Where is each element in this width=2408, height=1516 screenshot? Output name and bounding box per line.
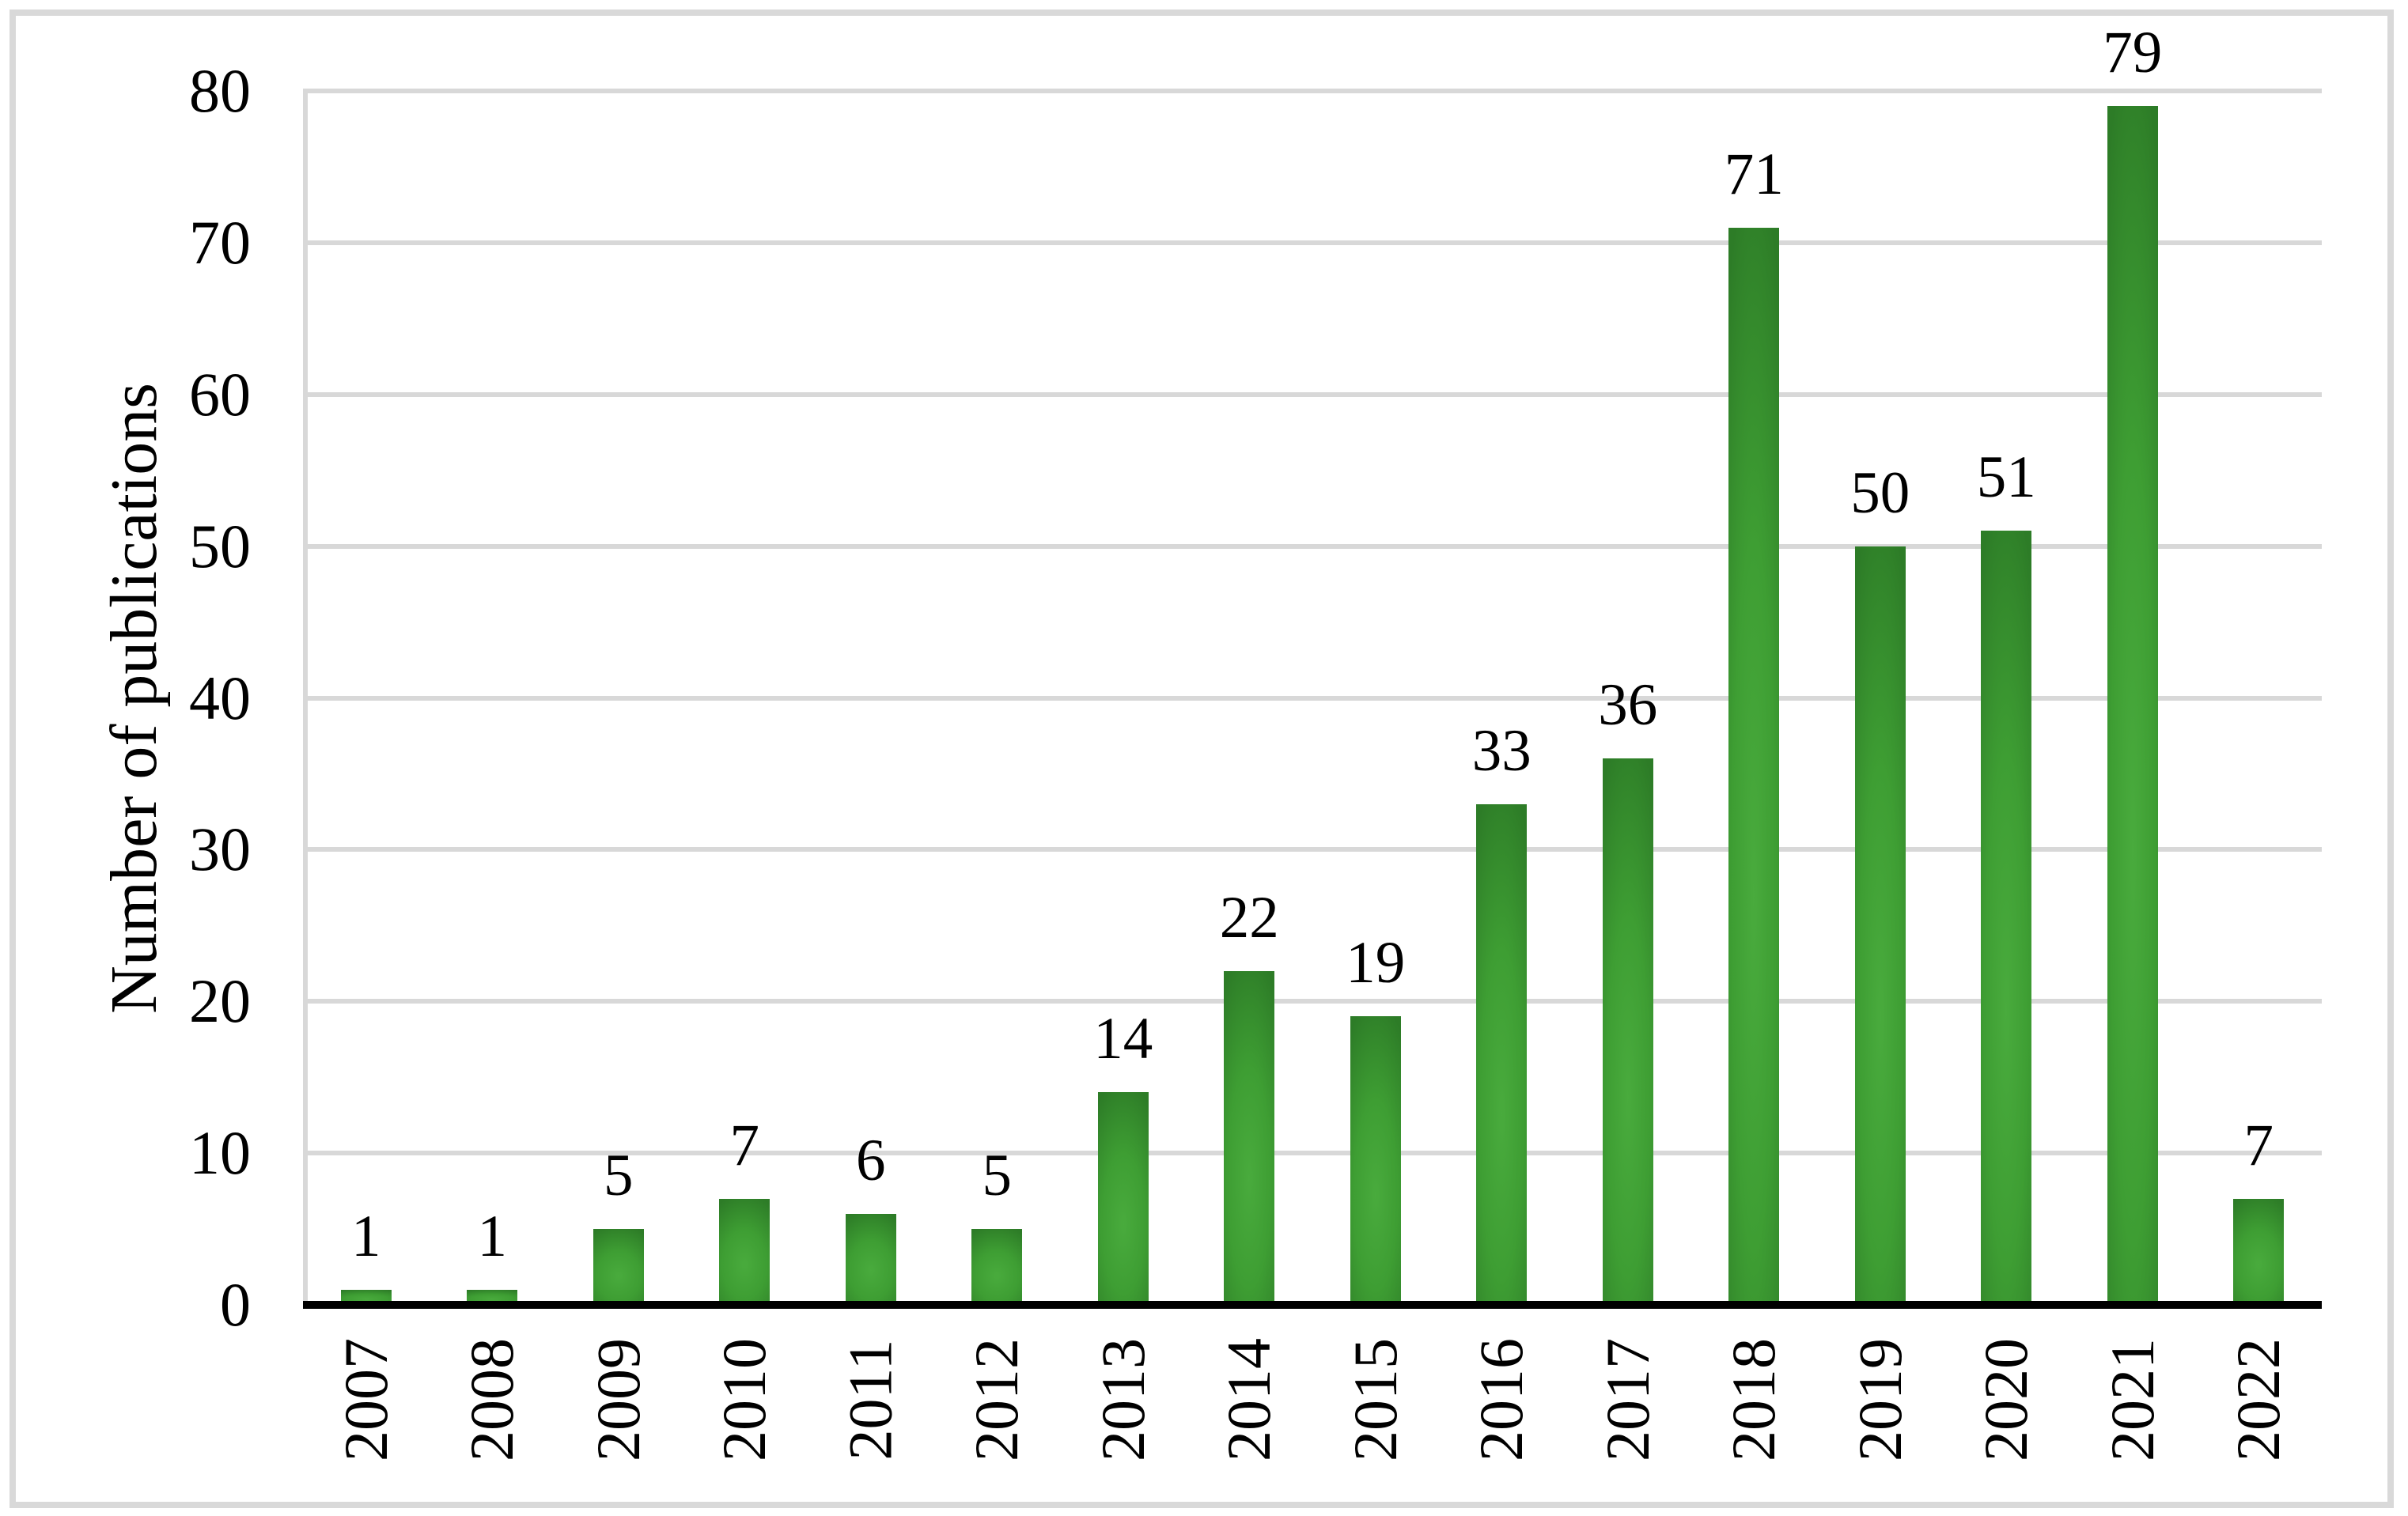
bar	[2233, 1198, 2285, 1305]
y-axis-line	[303, 91, 308, 1305]
x-tick-label-text: 2022	[2224, 1338, 2293, 1461]
x-tick-label: 2016	[1467, 1338, 1536, 1461]
y-tick-label: 10	[189, 1118, 251, 1188]
gridline	[303, 695, 2322, 701]
bar-data-label: 33	[1471, 717, 1532, 784]
bar	[1981, 531, 2032, 1305]
gridline	[303, 543, 2322, 549]
x-tick-label: 2021	[2097, 1338, 2167, 1461]
y-tick-label: 70	[189, 207, 251, 277]
bar	[1602, 758, 1653, 1305]
x-tick-label-text: 2010	[710, 1338, 779, 1461]
x-tick-label-text: 2020	[1971, 1338, 2041, 1461]
bar-data-label: 36	[1598, 672, 1658, 739]
x-tick-label-text: 2009	[583, 1338, 653, 1461]
y-tick-label: 50	[189, 511, 251, 580]
bar-data-label: 7	[2243, 1112, 2274, 1178]
gridline	[303, 847, 2322, 853]
bar-data-label: 71	[1724, 141, 1784, 207]
gridline	[303, 1151, 2322, 1156]
bar-data-label: 5	[982, 1143, 1013, 1209]
x-tick-label-text: 2019	[1845, 1338, 1914, 1461]
x-tick-label-text: 2014	[1214, 1338, 1284, 1461]
x-tick-label-text: 2011	[835, 1339, 905, 1461]
x-tick-label: 2007	[331, 1338, 400, 1461]
y-tick-label: 80	[189, 56, 251, 125]
x-tick-label: 2015	[1340, 1338, 1410, 1461]
x-tick-label-text: 2015	[1340, 1338, 1410, 1461]
bar-data-label: 1	[351, 1203, 381, 1269]
bar	[1097, 1092, 1149, 1305]
x-tick-label-text: 2018	[1719, 1338, 1789, 1461]
bar	[1854, 546, 1906, 1305]
x-tick-label-text: 2016	[1467, 1338, 1536, 1461]
x-tick-label: 2019	[1845, 1338, 1914, 1461]
x-tick-label-text: 2021	[2097, 1338, 2167, 1461]
x-tick-label: 2011	[835, 1338, 905, 1461]
bar	[971, 1229, 1023, 1305]
bar-data-label: 6	[856, 1127, 886, 1193]
bar	[1350, 1016, 1401, 1305]
gridline	[303, 391, 2322, 397]
bar	[593, 1229, 644, 1305]
x-tick-label: 2018	[1719, 1338, 1789, 1461]
chart-border	[9, 9, 2394, 1508]
gridline	[303, 999, 2322, 1004]
x-tick-label: 2008	[457, 1338, 527, 1461]
x-tick-label: 2014	[1214, 1338, 1284, 1461]
x-tick-label-text: 2007	[331, 1338, 400, 1461]
y-tick-label: 20	[189, 966, 251, 1036]
y-tick-label: 60	[189, 359, 251, 429]
x-tick-label: 2012	[962, 1338, 1032, 1461]
x-tick-label-text: 2017	[1592, 1338, 1662, 1461]
bar-data-label: 19	[1346, 930, 1406, 996]
bar-data-label: 50	[1850, 459, 1910, 526]
x-tick-label: 2013	[1088, 1338, 1157, 1461]
bar	[1476, 803, 1528, 1305]
y-tick-label: 0	[220, 1270, 251, 1339]
x-tick-label: 2009	[583, 1338, 653, 1461]
bar	[1224, 970, 1275, 1305]
bar	[2107, 106, 2158, 1305]
bar	[1728, 227, 1780, 1305]
bar-data-label: 51	[1976, 444, 2036, 511]
x-tick-label: 2010	[710, 1338, 779, 1461]
x-tick-label: 2022	[2224, 1338, 2293, 1461]
x-tick-label-text: 2012	[962, 1338, 1032, 1461]
y-tick-label: 30	[189, 815, 251, 884]
x-tick-label: 2020	[1971, 1338, 2041, 1461]
bar-data-label: 1	[477, 1203, 508, 1269]
bar	[845, 1213, 896, 1305]
y-tick-label: 40	[189, 663, 251, 732]
x-tick-label: 2017	[1592, 1338, 1662, 1461]
gridline	[303, 240, 2322, 245]
x-tick-label-text: 2013	[1088, 1338, 1157, 1461]
gridline	[303, 89, 2322, 93]
bar-data-label: 79	[2103, 20, 2163, 86]
bar-data-label: 7	[729, 1112, 760, 1178]
bar-data-label: 22	[1219, 884, 1279, 951]
x-tick-label-text: 2008	[457, 1338, 527, 1461]
bar-data-label: 14	[1093, 1006, 1153, 1072]
bar	[719, 1198, 770, 1305]
x-axis-line	[303, 1301, 2322, 1309]
bar-data-label: 5	[604, 1143, 634, 1209]
